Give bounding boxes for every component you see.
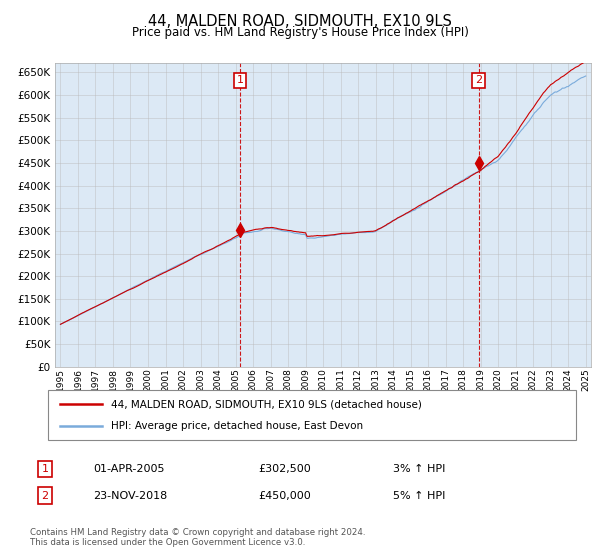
Text: 2: 2 — [475, 76, 482, 86]
Text: 44, MALDEN ROAD, SIDMOUTH, EX10 9LS: 44, MALDEN ROAD, SIDMOUTH, EX10 9LS — [148, 14, 452, 29]
Text: 5% ↑ HPI: 5% ↑ HPI — [393, 491, 445, 501]
Text: 2: 2 — [41, 491, 49, 501]
Text: 1: 1 — [236, 76, 244, 86]
Text: 23-NOV-2018: 23-NOV-2018 — [93, 491, 167, 501]
Text: HPI: Average price, detached house, East Devon: HPI: Average price, detached house, East… — [111, 421, 363, 431]
Text: £302,500: £302,500 — [258, 464, 311, 474]
Text: 01-APR-2005: 01-APR-2005 — [93, 464, 164, 474]
Text: £450,000: £450,000 — [258, 491, 311, 501]
Text: 1: 1 — [41, 464, 49, 474]
Text: 44, MALDEN ROAD, SIDMOUTH, EX10 9LS (detached house): 44, MALDEN ROAD, SIDMOUTH, EX10 9LS (det… — [111, 399, 422, 409]
Text: 3% ↑ HPI: 3% ↑ HPI — [393, 464, 445, 474]
Text: Contains HM Land Registry data © Crown copyright and database right 2024.
This d: Contains HM Land Registry data © Crown c… — [30, 528, 365, 547]
Text: Price paid vs. HM Land Registry's House Price Index (HPI): Price paid vs. HM Land Registry's House … — [131, 26, 469, 39]
